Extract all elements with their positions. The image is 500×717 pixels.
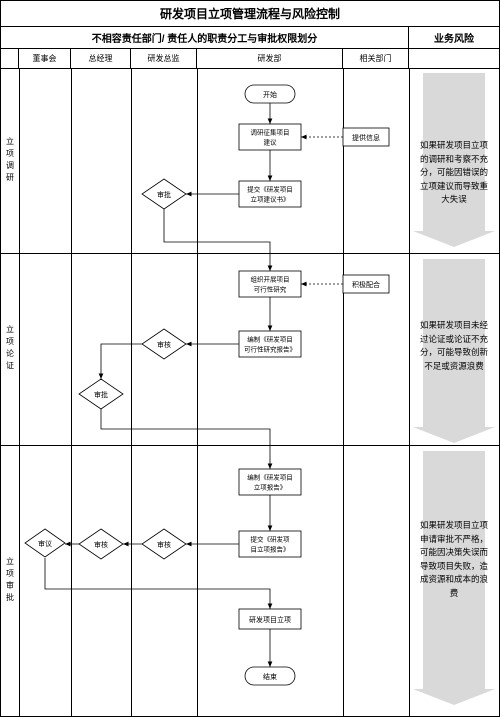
node-coop: 积极配合 (343, 275, 389, 293)
column-headers: 董事会 总经理 研发总监 研发部 相关部门 (1, 49, 499, 69)
svg-text:立项报告》: 立项报告》 (254, 483, 287, 492)
node-end: 结束 (245, 667, 295, 685)
svg-text:审批: 审批 (157, 190, 171, 199)
svg-text:积极配合: 积极配合 (352, 280, 380, 289)
svg-text:提交《研发项目: 提交《研发项目 (247, 185, 293, 194)
svg-text:可行性研究报告》: 可行性研究报告》 (244, 345, 296, 354)
subtitle-risk: 业务风险 (409, 27, 499, 48)
subtitle-row: 不相容责任部门/ 责任人的职责分工与审批权限划分 业务风险 (1, 27, 499, 49)
flowchart: 开始调研征集项目建议提供信息提交《研发项目立项建议书》审批组织开展项目可行性研究… (1, 69, 409, 716)
svg-text:研发项目立项: 研发项目立项 (249, 615, 291, 624)
svg-text:建议: 建议 (264, 138, 278, 147)
subtitle-responsibility: 不相容责任部门/ 责任人的职责分工与审批权限划分 (1, 27, 409, 48)
node-n3: 组织开展项目可行性研究 (239, 271, 301, 297)
main-title: 研发项目立项管理流程与风险控制 (1, 1, 499, 27)
col-rd-dept: 研发部 (197, 49, 343, 68)
svg-text:目立项报告》: 目立项报告》 (251, 545, 290, 554)
svg-text:可行性研究: 可行性研究 (254, 285, 287, 294)
node-d1: 审批 (142, 179, 186, 209)
node-n7: 研发项目立项 (239, 609, 301, 629)
svg-text:审批: 审批 (94, 390, 108, 399)
node-n1: 调研征集项目建议 (239, 124, 301, 150)
node-start: 开始 (245, 85, 295, 103)
col-board: 董事会 (19, 49, 71, 68)
col-rowlabel (1, 49, 19, 68)
node-n4: 编制《研发项目可行性研究报告》 (239, 331, 301, 357)
risk-text-2: 如果研发项目未经过论证或论证不充分，可能导致创新不足或资源浪费 (413, 319, 495, 373)
node-n2: 提交《研发项目立项建议书》 (239, 181, 301, 207)
node-d3: 审批 (79, 379, 123, 409)
svg-text:调研征集项目: 调研征集项目 (251, 128, 290, 137)
col-rd-director: 研发总监 (131, 49, 197, 68)
node-n6: 提交《研发项目立项报告》 (239, 531, 301, 557)
svg-text:审核: 审核 (157, 340, 171, 349)
node-d4: 审核 (142, 529, 186, 559)
node-info: 提供信息 (343, 128, 389, 146)
node-d6: 审议 (25, 529, 65, 557)
svg-text:组织开展项目: 组织开展项目 (251, 275, 290, 284)
diagram-container: 研发项目立项管理流程与风险控制 不相容责任部门/ 责任人的职责分工与审批权限划分… (0, 0, 500, 717)
svg-text:提交《研发项: 提交《研发项 (251, 535, 291, 544)
svg-text:编制《研发项目: 编制《研发项目 (247, 335, 293, 344)
node-d5: 审核 (79, 529, 123, 559)
col-related: 相关部门 (343, 49, 409, 68)
svg-text:立项建议书》: 立项建议书》 (251, 195, 290, 204)
node-d2: 审核 (142, 329, 186, 359)
risk-text-3: 如果研发项目立项申请审批不严格，可能因决策失误而导致项目失败，造成资源和成本的浪… (413, 519, 495, 601)
col-gm: 总经理 (71, 49, 131, 68)
svg-text:审议: 审议 (38, 539, 52, 548)
svg-text:审核: 审核 (157, 540, 171, 549)
risk-text-1: 如果研发项目立项的调研和考察不充分，可能因错误的立项建议而导致重大失误 (413, 139, 495, 207)
svg-text:编制《研发项目: 编制《研发项目 (247, 473, 293, 482)
svg-text:结束: 结束 (263, 672, 277, 681)
svg-text:审核: 审核 (94, 540, 108, 549)
svg-text:提供信息: 提供信息 (352, 133, 380, 142)
body-area: 立项调研 立项论证 立项审批 如果研发项目立项的调研和考察不充分，可能因错误的立… (1, 69, 499, 716)
node-n5: 编制《研发项目立项报告》 (239, 469, 301, 495)
svg-text:开始: 开始 (263, 90, 277, 99)
col-risk (409, 49, 499, 68)
